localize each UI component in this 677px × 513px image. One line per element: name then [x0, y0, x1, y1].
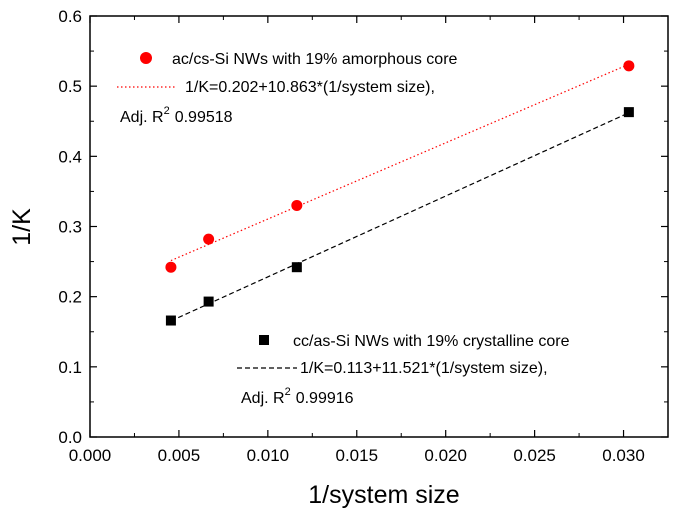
x-tick-label: 0.005: [158, 446, 201, 465]
x-tick-label: 0.010: [247, 446, 290, 465]
data-point-series-1: [203, 233, 215, 245]
data-points: [165, 60, 635, 326]
legend-label-series-2: cc/as-Si NWs with 19% crystalline core: [293, 333, 570, 350]
legend-marker-circle: [140, 52, 152, 64]
x-tick-label: 0.015: [335, 446, 378, 465]
fit-lines: [170, 63, 630, 322]
data-point-series-2: [203, 296, 214, 307]
legend-series-1: ac/cs-Si NWs with 19% amorphous core 1/K…: [117, 51, 458, 126]
data-point-series-1: [291, 199, 303, 211]
tick-labels: 0.000 0.005 0.010 0.015 0.020 0.025 0.030 0.0 0.…: [58, 7, 644, 465]
data-point-series-1: [623, 60, 635, 72]
legend-label-series-1: ac/cs-Si NWs with 19% amorphous core: [172, 51, 458, 68]
data-point-series-2: [623, 107, 634, 118]
y-tick-label: 0.1: [58, 358, 82, 377]
axis-ticks: [89, 15, 668, 438]
x-tick-label: 0.030: [602, 446, 645, 465]
x-axis-title: 1/system size: [308, 481, 459, 509]
y-tick-label: 0.0: [58, 428, 82, 447]
x-tick-label: 0.000: [69, 446, 112, 465]
legend-fit-r2-series-1: Adj. R2 0.99518: [120, 105, 233, 126]
x-tick-label: 0.020: [424, 446, 467, 465]
y-axis-title: 1/K: [8, 208, 36, 246]
legend-fit-equation-series-2: 1/K=0.113+11.521*(1/system size),: [300, 360, 548, 377]
y-tick-label: 0.2: [58, 288, 82, 307]
data-point-series-2: [291, 262, 302, 273]
data-point-series-2: [165, 315, 176, 326]
y-tick-label: 0.3: [58, 218, 82, 237]
fit-line-series-2: [170, 112, 630, 322]
legend-series-2: cc/as-Si NWs with 19% crystalline core 1…: [237, 333, 570, 407]
y-tick-label: 0.4: [58, 147, 82, 166]
x-tick-label: 0.025: [513, 446, 556, 465]
legend-fit-r2-series-2: Adj. R2 0.99916: [241, 386, 354, 407]
data-point-series-1: [165, 261, 177, 273]
legend-marker-square: [259, 335, 269, 345]
y-tick-label: 0.5: [58, 77, 82, 96]
y-tick-label: 0.6: [58, 7, 82, 26]
legend-fit-equation-series-1: 1/K=0.202+10.863*(1/system size),: [185, 79, 435, 96]
fit-line-series-1: [170, 63, 630, 262]
